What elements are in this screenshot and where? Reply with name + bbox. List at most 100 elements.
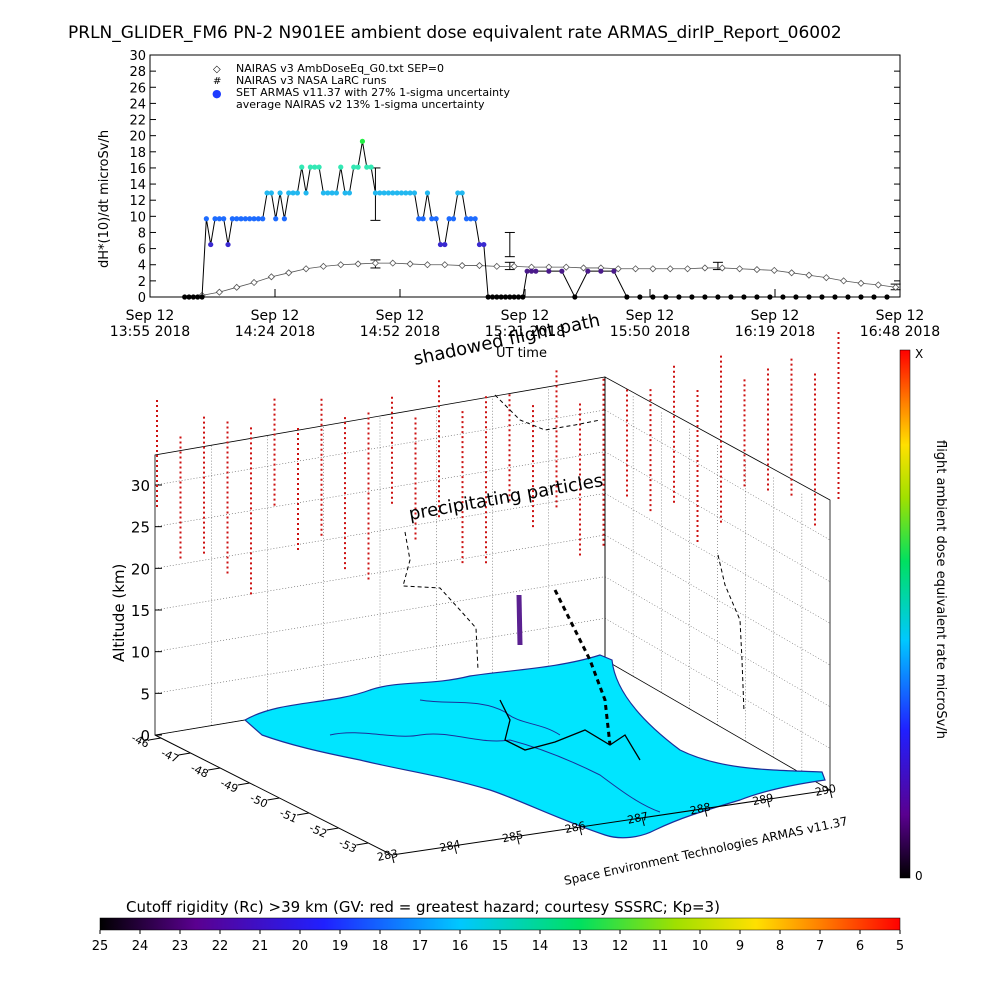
nairas-point [389,259,397,267]
y-tick-label: 10 [129,210,146,225]
longitude-tick-label: 290 [814,782,837,799]
longitude-tick-label: 287 [626,810,649,827]
nairas-point [458,261,466,270]
colorbar-tick-label: 9 [736,939,744,954]
legend-symbol-larc: # [213,76,221,87]
floor-map [243,654,826,839]
y-tick-label: 16 [129,162,146,177]
armas-point [572,294,578,300]
armas-point [208,241,214,248]
flight-track [499,589,641,761]
armas-point [819,294,825,300]
latitude-tick-mark [208,767,221,771]
armas-point [455,190,461,196]
armas-point [528,268,535,274]
armas-point [559,268,565,274]
wall-gridline [604,493,831,624]
altitude-ticks: 0 5 10 15 20 25 30 [131,477,162,745]
x-tick-label-time: 16:19 2018 [735,324,815,340]
x-tick-label-time: 13:55 2018 [110,324,190,340]
longitude-tick-mark [454,845,458,854]
y-tick-label: 24 [129,97,146,112]
armas-point [468,216,474,222]
armas-point [195,294,201,300]
armas-point [186,294,192,300]
nairas-point [215,288,223,296]
nairas-point [736,265,744,273]
armas-point [715,294,721,300]
x-axis-label: UT time [496,346,547,361]
armas-point [333,190,340,196]
land-outline-inner [329,732,661,813]
latitude-tick-mark [148,737,162,741]
armas-point [524,268,530,274]
y-tick-label: 30 [129,49,146,64]
armas-point [251,216,257,222]
armas-point [359,138,366,144]
armas-point [463,216,470,222]
latitude-tick-label: -51 [277,806,299,825]
floor-x-ticks: 283 284 285 286 287 288 289 290 [376,782,837,864]
y-tick-label: 22 [129,114,146,129]
nairas-point [753,266,761,274]
y-tick-label: 8 [138,226,146,241]
colorbar-tick-label: 15 [492,939,509,954]
armas-point [433,216,439,222]
longitude-tick-mark [704,808,708,817]
x-tick-label-date: Sep 12 [376,308,425,324]
nairas-point [788,269,796,277]
flight-path-left-wall [402,531,479,671]
nairas-point [874,281,882,289]
armas-point [320,190,327,196]
armas-point [368,164,374,170]
bottom-colorbar-gradient [99,917,901,931]
nairas-point [840,277,848,285]
armas-point [212,216,218,222]
latitude-tick-label: -50 [248,791,270,810]
armas-point [385,190,392,196]
nairas-point [371,259,379,267]
armas-point [316,164,322,170]
nairas-point [441,261,449,269]
armas-point [303,190,309,196]
armas-point [407,190,413,196]
armas-point [372,190,379,196]
latitude-tick-mark [178,752,191,756]
armas-point [411,190,418,196]
nairas-point [423,261,432,269]
altitude-tick-label: 0 [140,727,150,745]
armas-point [281,216,287,222]
nairas-point [510,262,518,270]
colorbar-tick-label: 13 [572,939,589,954]
nairas-point [337,261,345,269]
nairas-point [892,283,900,291]
colorbar-tick-label: 21 [252,939,269,954]
nairas-point [267,273,275,281]
x-tick-label-date: Sep 12 [626,308,675,324]
nairas-point [250,278,258,287]
armas-point [290,190,296,196]
wall-gridline [604,534,831,666]
latitude-tick-mark [326,827,339,831]
armas-point [286,190,292,196]
armas-point [216,216,222,222]
armas-point [446,216,452,222]
armas-point [381,190,387,196]
nairas-point [233,283,241,291]
y-tick-label: 12 [129,194,146,209]
y-tick-label: 18 [129,146,146,161]
armas-point [346,190,353,196]
altitude-label: Altitude (km) [110,564,128,662]
armas-series [182,138,890,300]
longitude-tick-mark [766,799,770,808]
armas-point [277,190,283,196]
armas-point [845,294,851,300]
longitude-tick-mark [829,789,833,799]
armas-point [650,294,656,300]
armas-point [450,216,457,222]
armas-point [424,190,431,196]
legend-item-average: average NAIRAS v2 13% 1-sigma uncertaint… [236,98,485,111]
longitude-tick-mark [579,827,583,836]
